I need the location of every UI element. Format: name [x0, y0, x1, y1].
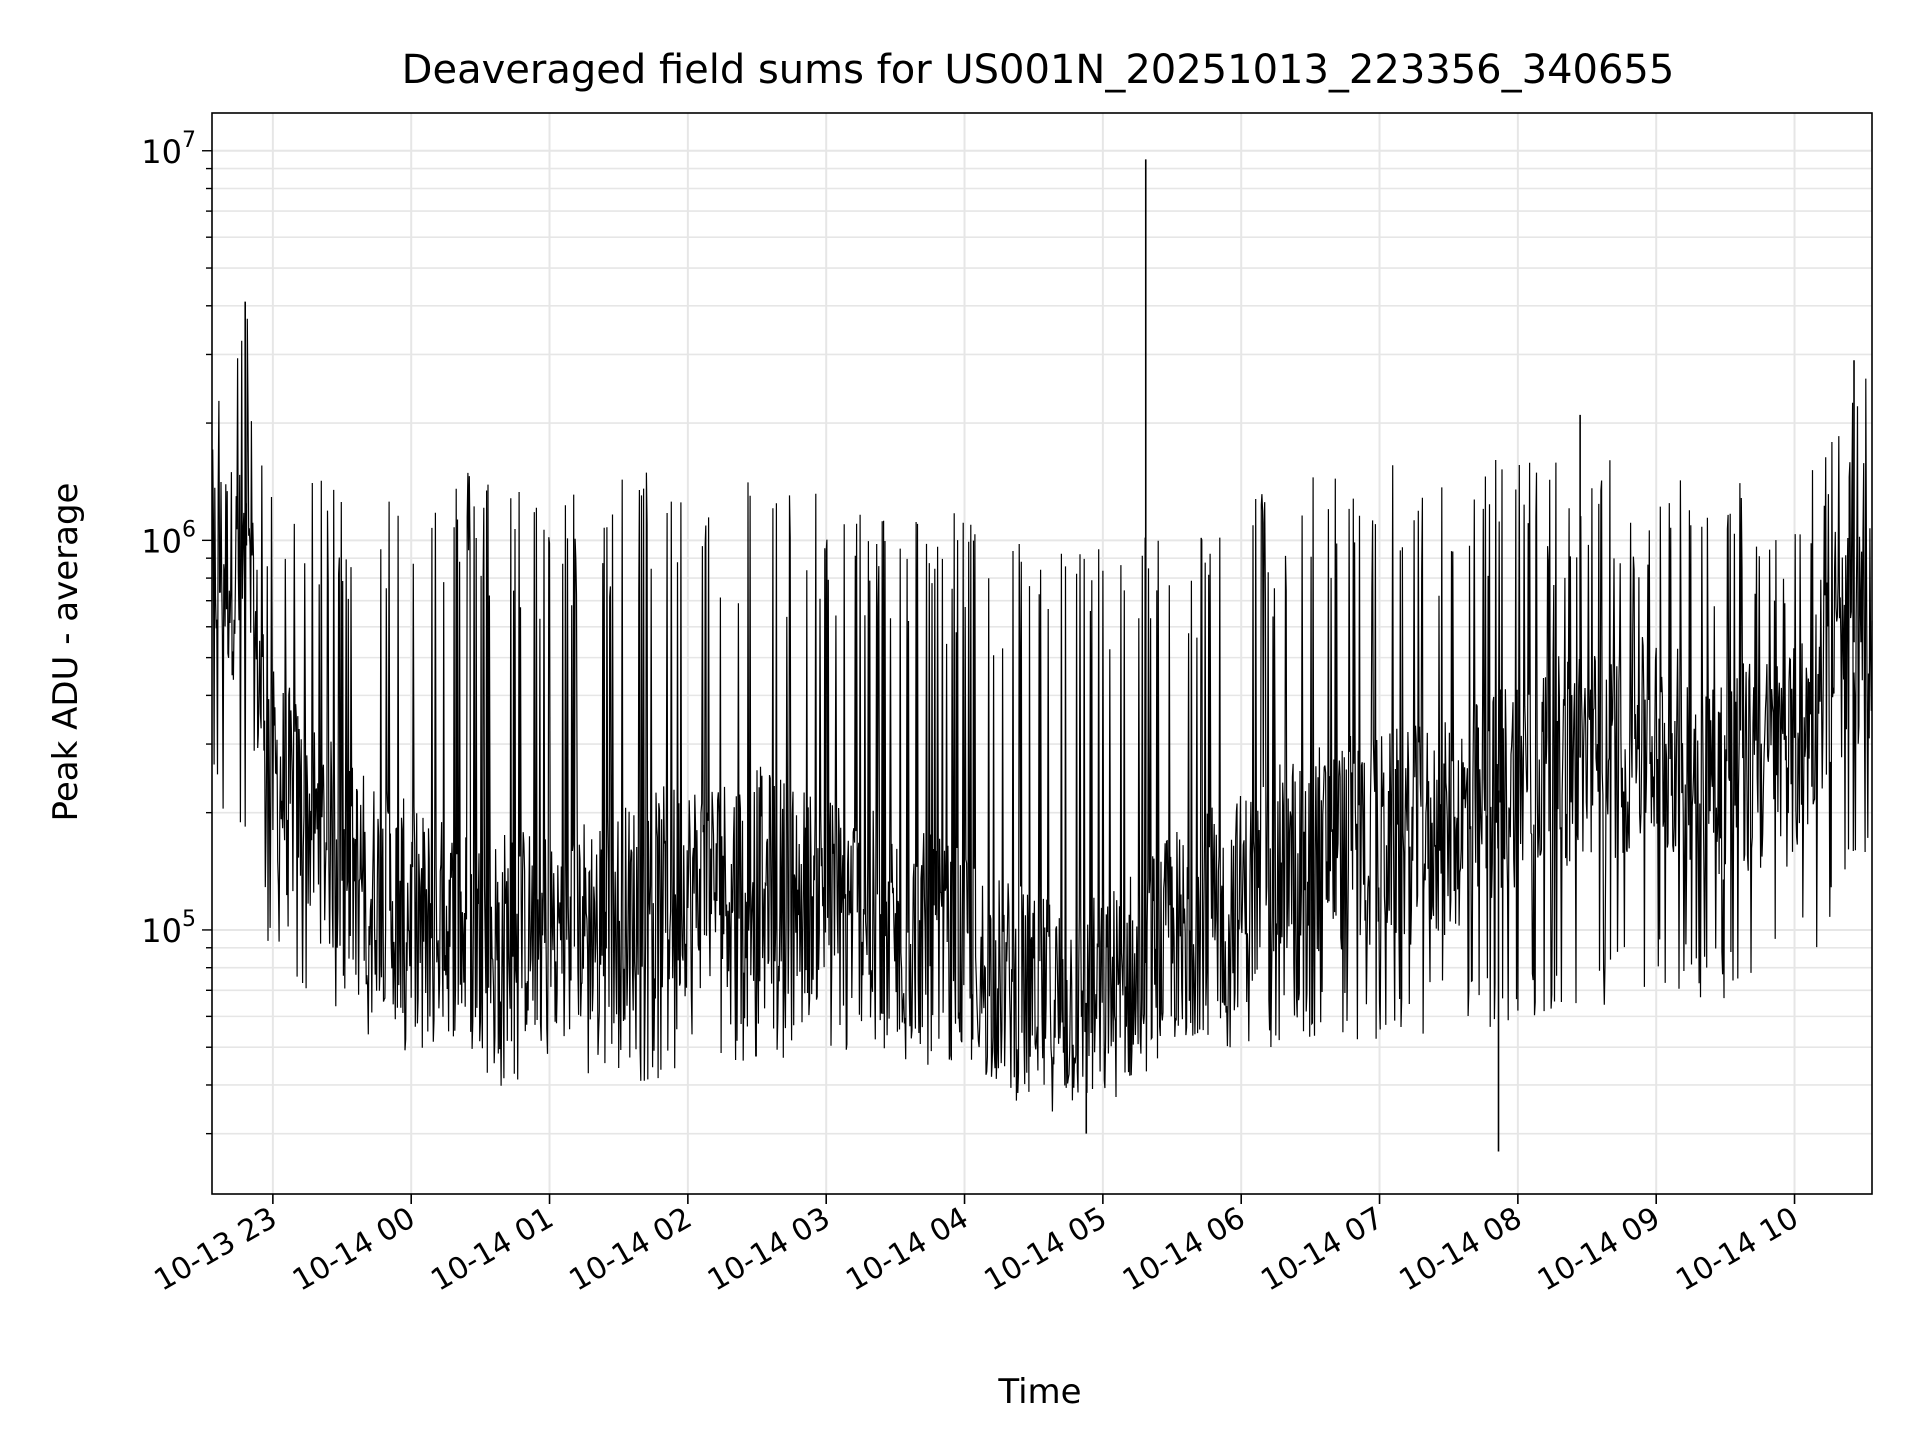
x-axis: 10-13 23 10-14 00 10-14 01 10-14 02 10-14 03… — [149, 1194, 1805, 1298]
x-tick-label: 10-14 10 — [1670, 1201, 1804, 1299]
x-tick-label: 10-13 23 — [149, 1201, 283, 1299]
y-tick-label: 107 — [141, 128, 196, 171]
y-tick-base: 10 — [141, 522, 182, 560]
series-plot — [211, 159, 1873, 1152]
x-tick-label: 10-14 05 — [979, 1201, 1113, 1299]
y-axis-label: Peak ADU - average — [46, 483, 86, 822]
x-tick-label: 10-14 02 — [564, 1201, 698, 1299]
plot-frame — [211, 112, 1873, 1195]
x-tick-label: 10-14 01 — [425, 1201, 559, 1299]
x-axis-label: Time — [997, 1372, 1081, 1412]
x-tick-label: 10-14 00 — [287, 1201, 421, 1299]
y-tick-label: 105 — [141, 907, 196, 950]
x-tick-label: 10-14 04 — [840, 1201, 974, 1299]
y-tick-exponent: 7 — [182, 128, 196, 153]
x-tick-label: 10-14 06 — [1117, 1201, 1251, 1299]
y-tick-base: 10 — [141, 133, 182, 171]
y-tick-label: 106 — [141, 517, 196, 560]
x-tick-label: 10-14 03 — [702, 1201, 836, 1299]
series-line — [211, 318, 1873, 1112]
x-tick-label: 10-14 07 — [1255, 1201, 1389, 1299]
y-tick-exponent: 6 — [182, 517, 196, 542]
x-tick-label: 10-14 08 — [1394, 1201, 1528, 1299]
chart-title: Deaveraged field sums for US001N_2025101… — [402, 47, 1675, 93]
y-tick-base: 10 — [141, 912, 182, 950]
y-tick-exponent: 5 — [182, 907, 196, 932]
x-tick-label: 10-14 09 — [1532, 1201, 1666, 1299]
